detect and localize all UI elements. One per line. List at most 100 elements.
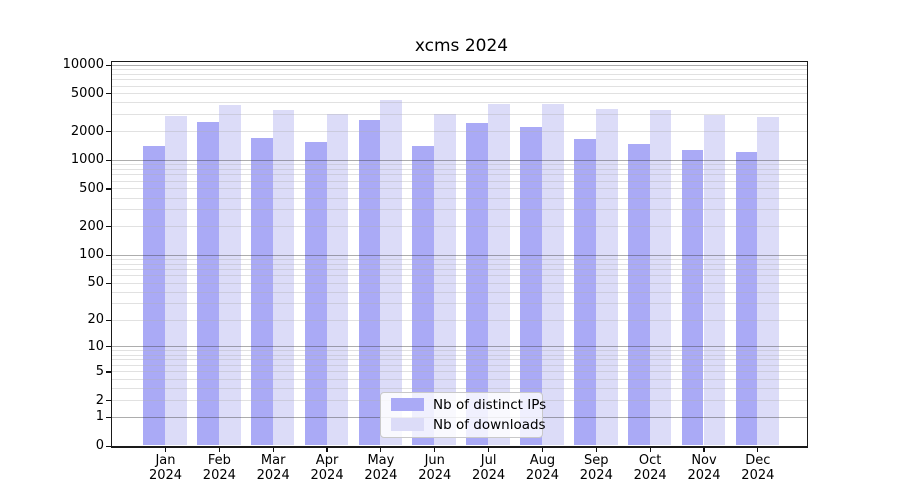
gridline-10	[112, 346, 807, 348]
legend-label-downloads: Nb of downloads	[433, 416, 546, 433]
gridline-9000	[112, 68, 807, 70]
gridline-300	[112, 209, 807, 211]
gridline-500	[112, 188, 807, 190]
x-tick-label-apr: Apr 2024	[310, 453, 344, 483]
y-tick-mark-1000	[106, 159, 111, 161]
bar-apr-downloads	[326, 114, 349, 446]
x-tick-mark-sep	[595, 447, 597, 452]
x-tick-mark-jun	[434, 447, 436, 452]
plot-area: Nb of distinct IPs Nb of downloads	[111, 60, 808, 448]
y-tick-label-2000: 2000	[70, 123, 104, 139]
bar-nov-downloads	[703, 114, 726, 446]
x-tick-mark-feb	[218, 447, 220, 452]
legend-label-distinct-ips: Nb of distinct IPs	[433, 396, 547, 413]
y-tick-mark-20	[106, 319, 111, 321]
bar-dec-downloads	[757, 117, 780, 446]
x-tick-mark-jul	[488, 447, 490, 452]
y-tick-mark-0	[106, 445, 111, 447]
y-tick-mark-10000	[106, 64, 111, 66]
bar-apr-distinct-ips	[304, 141, 327, 446]
legend-swatch-distinct-ips	[391, 398, 424, 411]
gridline-80	[112, 263, 807, 265]
legend-entry-downloads: Nb of downloads	[391, 417, 546, 433]
y-tick-label-2: 2	[95, 392, 104, 408]
gridline-3	[112, 388, 807, 390]
bar-aug-distinct-ips	[520, 127, 542, 446]
gridline-8	[112, 354, 807, 356]
y-tick-mark-2000	[106, 131, 111, 133]
x-tick-label-jan: Jan 2024	[148, 453, 183, 483]
x-tick-mark-apr	[326, 447, 328, 452]
gridline-5000	[112, 93, 807, 95]
y-tick-label-100: 100	[79, 247, 104, 263]
bar-mar-downloads	[272, 109, 295, 446]
gridline-600	[112, 180, 807, 182]
gridline-900	[112, 164, 807, 166]
gridline-20	[112, 319, 807, 321]
bar-jul-downloads	[488, 103, 510, 446]
bar-sep-distinct-ips	[574, 139, 596, 446]
gridline-400	[112, 197, 807, 199]
y-tick-label-0: 0	[95, 438, 104, 453]
y-tick-mark-5	[106, 371, 111, 373]
x-tick-label-dec: Dec 2024	[741, 453, 775, 483]
x-tick-label-feb: Feb 2024	[202, 453, 236, 483]
gridline-60	[112, 275, 807, 277]
bar-aug-downloads	[541, 103, 564, 446]
y-tick-label-1: 1	[95, 409, 104, 425]
x-tick-mark-jan	[164, 447, 167, 452]
x-tick-label-nov: Nov 2024	[687, 453, 721, 483]
y-tick-label-500: 500	[79, 180, 104, 196]
bar-jul-distinct-ips	[466, 122, 489, 446]
gridline-800	[112, 168, 807, 170]
x-tick-mark-dec	[757, 447, 759, 452]
x-tick-mark-oct	[649, 447, 651, 452]
gridline-10000	[112, 64, 807, 66]
y-tick-mark-5000	[106, 93, 111, 95]
x-tick-label-aug: Aug 2024	[525, 453, 559, 483]
bar-mar-distinct-ips	[250, 137, 273, 446]
x-tick-mark-aug	[541, 447, 544, 452]
x-tick-label-mar: Mar 2024	[256, 453, 290, 483]
x-tick-label-sep: Sep 2024	[579, 453, 613, 483]
y-tick-label-20: 20	[87, 312, 104, 328]
gridline-6	[112, 365, 807, 366]
gridline-30	[112, 303, 807, 305]
x-tick-label-jul: Jul 2024	[472, 453, 506, 483]
gridline-9	[112, 350, 807, 352]
bar-dec-distinct-ips	[735, 152, 758, 446]
legend: Nb of distinct IPs Nb of downloads	[380, 391, 546, 438]
y-tick-mark-1	[106, 416, 111, 418]
legend-swatch-downloads	[391, 418, 424, 431]
y-tick-mark-10	[106, 346, 111, 348]
gridline-3000	[112, 114, 807, 116]
legend-entry-distinct-ips: Nb of distinct IPs	[391, 397, 546, 413]
gridline-2000	[112, 131, 807, 133]
bar-may-downloads	[380, 100, 403, 446]
x-tick-label-jun: Jun 2024	[418, 453, 452, 483]
y-tick-label-10000: 10000	[62, 57, 104, 72]
gridline-50	[112, 282, 807, 284]
y-tick-mark-50	[106, 282, 111, 285]
bar-feb-downloads	[218, 104, 241, 446]
x-tick-label-may: May 2024	[364, 453, 398, 483]
gridline-7	[112, 359, 807, 361]
y-tick-mark-100	[106, 254, 111, 256]
bar-oct-distinct-ips	[627, 144, 650, 446]
gridline-5	[112, 371, 807, 373]
gridline-200	[112, 226, 807, 228]
bar-feb-distinct-ips	[197, 121, 219, 446]
bar-jan-downloads	[165, 116, 187, 446]
bar-sep-downloads	[595, 108, 618, 446]
gridline-70	[112, 269, 807, 271]
gridline-8000	[112, 73, 807, 75]
gridline-700	[112, 174, 807, 176]
y-tick-label-5000: 5000	[70, 85, 104, 101]
x-tick-label-oct: Oct 2024	[633, 453, 667, 483]
gridline-100	[112, 254, 807, 256]
bar-jan-distinct-ips	[143, 145, 165, 446]
bar-nov-distinct-ips	[681, 150, 704, 446]
bar-oct-downloads	[649, 110, 672, 446]
y-tick-mark-200	[106, 226, 111, 228]
y-tick-mark-500	[106, 188, 111, 190]
